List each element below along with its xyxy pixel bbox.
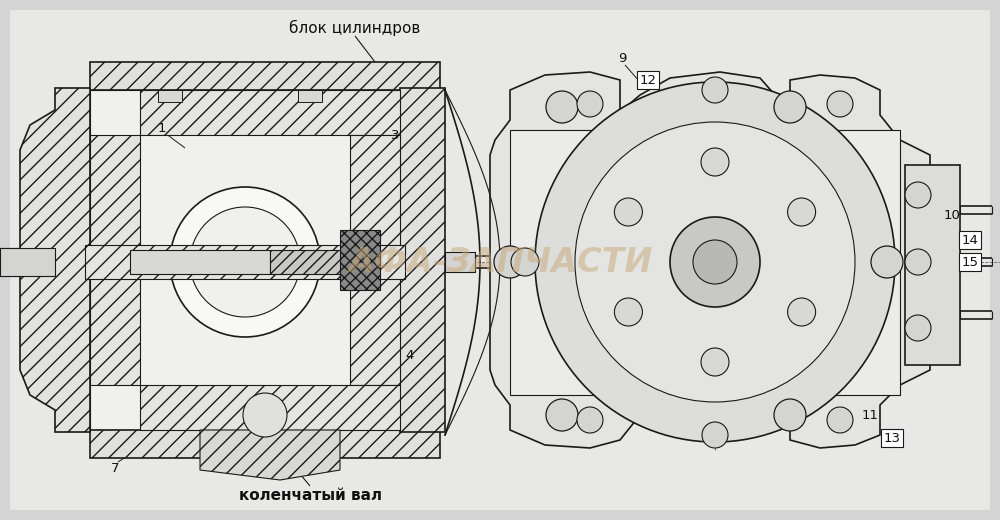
Circle shape [871, 246, 903, 278]
Circle shape [905, 315, 931, 341]
Circle shape [774, 399, 806, 431]
Circle shape [546, 91, 578, 123]
Text: 3: 3 [391, 128, 399, 141]
Text: 12: 12 [640, 73, 656, 86]
Circle shape [905, 249, 931, 275]
Polygon shape [20, 88, 90, 432]
Bar [340, 230, 380, 290]
Circle shape [693, 240, 737, 284]
Bar [140, 90, 400, 135]
Circle shape [827, 91, 853, 117]
Circle shape [243, 393, 287, 437]
Circle shape [702, 77, 728, 103]
Text: АФА-ЗАПЧАСТИ: АФА-ЗАПЧАСТИ [348, 245, 652, 279]
Bar [85, 245, 405, 279]
Text: коленчатый вал: коленчатый вал [239, 488, 382, 502]
Bar [90, 62, 440, 90]
Circle shape [575, 122, 855, 402]
Bar [140, 385, 400, 430]
Circle shape [494, 246, 526, 278]
Text: 13: 13 [884, 432, 900, 445]
Text: блок цилиндров: блок цилиндров [289, 20, 421, 36]
Text: 4: 4 [406, 348, 414, 361]
Text: 14: 14 [962, 233, 978, 246]
Text: 15: 15 [961, 255, 978, 268]
Circle shape [774, 91, 806, 123]
Circle shape [577, 91, 603, 117]
Bar [0, 248, 55, 276]
Bar [298, 90, 322, 102]
Circle shape [535, 82, 895, 442]
Bar [158, 90, 182, 102]
Circle shape [511, 248, 539, 276]
Circle shape [614, 198, 642, 226]
Polygon shape [200, 430, 340, 480]
Text: 10: 10 [944, 209, 960, 222]
Text: 11: 11 [861, 409, 878, 422]
Bar [445, 252, 475, 272]
Circle shape [546, 399, 578, 431]
Circle shape [701, 148, 729, 176]
Polygon shape [490, 72, 930, 448]
Bar [90, 430, 440, 458]
Circle shape [170, 187, 320, 337]
Bar [350, 135, 400, 385]
Circle shape [701, 348, 729, 376]
Text: 7: 7 [111, 462, 119, 475]
Circle shape [702, 422, 728, 448]
Bar [905, 165, 960, 365]
Circle shape [905, 182, 931, 208]
Bar [90, 135, 140, 385]
Circle shape [788, 298, 816, 326]
Circle shape [827, 407, 853, 433]
Bar [90, 90, 400, 430]
Circle shape [670, 217, 760, 307]
Circle shape [614, 298, 642, 326]
Text: 1: 1 [158, 122, 166, 135]
Circle shape [577, 407, 603, 433]
Circle shape [190, 207, 300, 317]
Bar [400, 88, 445, 432]
Text: 9: 9 [618, 51, 626, 64]
Bar [130, 250, 270, 274]
Circle shape [788, 198, 816, 226]
Bar [270, 250, 350, 274]
Bar [510, 130, 900, 395]
